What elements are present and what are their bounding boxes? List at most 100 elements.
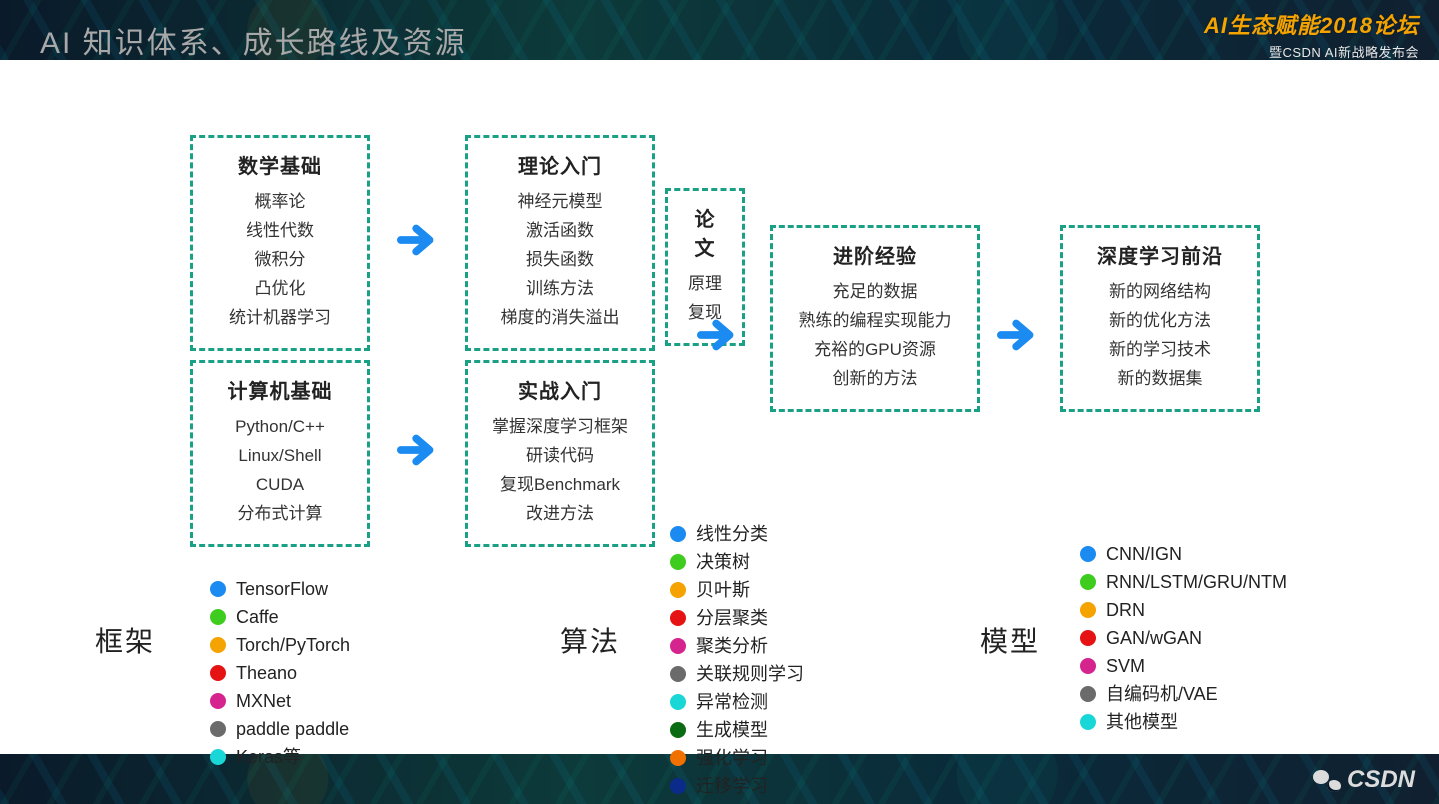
arrow-right-icon	[695, 315, 745, 355]
list-item-label: 生成模型	[696, 716, 768, 744]
page-title: AI 知识体系、成长路线及资源	[40, 18, 467, 62]
box-title: 深度学习前沿	[1081, 240, 1239, 269]
bullet-dot-icon	[670, 666, 686, 682]
list-item-label: paddle paddle	[236, 715, 349, 743]
list-item: MXNet	[210, 687, 350, 715]
box-title: 进阶经验	[791, 240, 959, 269]
list-item: 决策树	[670, 548, 804, 576]
box-title: 计算机基础	[211, 375, 349, 404]
box-item: 充裕的GPU资源	[791, 335, 959, 364]
event-brand: AI生态赋能2018论坛 暨CSDN AI新战略发布会	[1204, 8, 1419, 61]
watermark-text: CSDN	[1347, 766, 1415, 794]
list-item-label: Theano	[236, 659, 297, 687]
list-item: 其他模型	[1080, 708, 1287, 736]
list-item: 关联规则学习	[670, 660, 804, 688]
list-item: 聚类分析	[670, 632, 804, 660]
box-title: 实战入门	[486, 375, 634, 404]
box-item: 神经元模型	[486, 187, 634, 216]
category-label-framework: 框架	[95, 620, 155, 660]
bullet-dot-icon	[670, 778, 686, 794]
bullet-dot-icon	[1080, 602, 1096, 618]
bullet-dot-icon	[670, 750, 686, 766]
bullet-dot-icon	[210, 637, 226, 653]
box-item: 熟练的编程实现能力	[791, 306, 959, 335]
bullet-dot-icon	[670, 582, 686, 598]
bullet-dot-icon	[1080, 658, 1096, 674]
bullet-dot-icon	[210, 665, 226, 681]
box-item: 概率论	[211, 187, 349, 216]
bullet-dot-icon	[210, 721, 226, 737]
box-item: 原理	[686, 269, 724, 298]
list-item: CNN/IGN	[1080, 540, 1287, 568]
arrow-right-icon	[395, 430, 445, 470]
box-title: 论文	[686, 203, 724, 261]
box-item: 线性代数	[211, 216, 349, 245]
wechat-icon	[1313, 768, 1341, 792]
list-item: Caffe	[210, 603, 350, 631]
list-item: 异常检测	[670, 688, 804, 716]
box-item: 研读代码	[486, 441, 634, 470]
box-item: 掌握深度学习框架	[486, 412, 634, 441]
bullet-dot-icon	[670, 610, 686, 626]
bullet-dot-icon	[1080, 574, 1096, 590]
arrow-right-icon	[995, 315, 1045, 355]
list-item: TensorFlow	[210, 575, 350, 603]
list-item-label: CNN/IGN	[1106, 540, 1182, 568]
bullet-dot-icon	[210, 749, 226, 765]
list-item: DRN	[1080, 596, 1287, 624]
list-item-label: TensorFlow	[236, 575, 328, 603]
box-item: 梯度的消失溢出	[486, 303, 634, 332]
list-item: 其他方法	[670, 800, 804, 804]
list-item-label: 聚类分析	[696, 632, 768, 660]
bullet-dot-icon	[670, 722, 686, 738]
csdn-watermark: CSDN	[1313, 766, 1415, 794]
list-item: 线性分类	[670, 520, 804, 548]
box-item: 统计机器学习	[211, 303, 349, 332]
list-item-label: 强化学习	[696, 744, 768, 772]
box-title: 数学基础	[211, 150, 349, 179]
list-item: 生成模型	[670, 716, 804, 744]
list-item-label: SVM	[1106, 652, 1145, 680]
list-item: 分层聚类	[670, 604, 804, 632]
box-item: Python/C++	[211, 412, 349, 441]
list-item: Torch/PyTorch	[210, 631, 350, 659]
list-item-label: Caffe	[236, 603, 279, 631]
bullet-dot-icon	[1080, 546, 1096, 562]
list-item-label: GAN/wGAN	[1106, 624, 1202, 652]
bullet-dot-icon	[670, 638, 686, 654]
list-item: 迁移学习	[670, 772, 804, 800]
box-theory: 理论入门神经元模型激活函数损失函数训练方法梯度的消失溢出	[465, 135, 655, 351]
list-item-label: DRN	[1106, 596, 1145, 624]
list-item-label: 分层聚类	[696, 604, 768, 632]
list-item-label: 异常检测	[696, 688, 768, 716]
list-item-label: 其他方法	[696, 800, 768, 804]
category-label-algorithm: 算法	[560, 620, 620, 660]
list-item-label: 其他模型	[1106, 708, 1178, 736]
diagram-canvas: 数学基础概率论线性代数微积分凸优化统计机器学习计算机基础Python/C++Li…	[0, 60, 1439, 754]
bullet-dot-icon	[210, 609, 226, 625]
list-item: Theano	[210, 659, 350, 687]
list-item: SVM	[1080, 652, 1287, 680]
list-item-label: 线性分类	[696, 520, 768, 548]
box-item: 激活函数	[486, 216, 634, 245]
box-practice: 实战入门掌握深度学习框架研读代码复现Benchmark改进方法	[465, 360, 655, 547]
bullet-dot-icon	[210, 581, 226, 597]
list-item: 自编码机/VAE	[1080, 680, 1287, 708]
arrow-right-icon	[395, 220, 445, 260]
box-advance: 进阶经验充足的数据熟练的编程实现能力充裕的GPU资源创新的方法	[770, 225, 980, 412]
box-item: 凸优化	[211, 274, 349, 303]
box-item: 新的优化方法	[1081, 306, 1239, 335]
list-item-label: RNN/LSTM/GRU/NTM	[1106, 568, 1287, 596]
bullet-dot-icon	[670, 526, 686, 542]
box-math: 数学基础概率论线性代数微积分凸优化统计机器学习	[190, 135, 370, 351]
box-item: 新的数据集	[1081, 364, 1239, 393]
box-item: 充足的数据	[791, 277, 959, 306]
box-cs: 计算机基础Python/C++Linux/ShellCUDA分布式计算	[190, 360, 370, 547]
box-item: 复现Benchmark	[486, 470, 634, 499]
list-item-label: Keras等	[236, 743, 301, 771]
box-item: 新的网络结构	[1081, 277, 1239, 306]
box-item: Linux/Shell	[211, 441, 349, 470]
list-item: 贝叶斯	[670, 576, 804, 604]
category-label-model: 模型	[980, 620, 1040, 660]
bullet-list-framework: TensorFlowCaffeTorch/PyTorchTheanoMXNetp…	[210, 575, 350, 771]
